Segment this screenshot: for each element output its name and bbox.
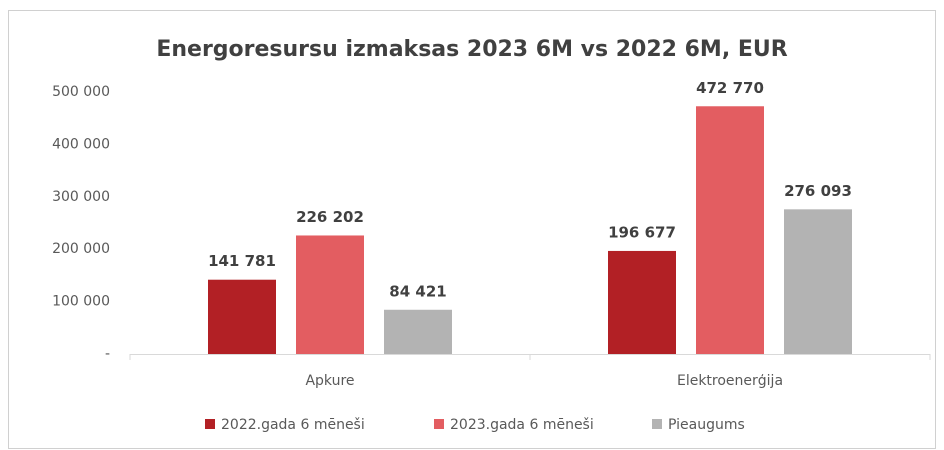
y-tick-label: 500 000 [52, 84, 110, 100]
legend-swatch [434, 419, 444, 429]
legend-label: 2022.gada 6 mēneši [221, 417, 365, 433]
x-tick-label: Elektroenerģija [677, 373, 783, 389]
chart-title: Energoresursu izmaksas 2023 6M vs 2022 6… [156, 37, 787, 62]
legend-label: Pieaugums [668, 417, 745, 433]
bar [208, 279, 276, 354]
data-label: 141 781 [208, 252, 276, 270]
y-tick-label: 400 000 [52, 136, 110, 152]
data-label: 472 770 [696, 79, 764, 97]
bar [784, 209, 852, 354]
bar [296, 235, 364, 354]
data-label: 226 202 [296, 208, 364, 226]
y-tick-label: 300 000 [52, 189, 110, 205]
bar [696, 106, 764, 354]
chart-border [8, 10, 936, 449]
y-tick-label: 200 000 [52, 241, 110, 257]
y-tick-label: - [105, 346, 110, 362]
data-label: 276 093 [784, 182, 852, 200]
data-label: 84 421 [389, 282, 446, 300]
legend-swatch [652, 419, 662, 429]
y-tick-label: 100 000 [52, 294, 110, 310]
bar [608, 250, 676, 354]
legend-swatch [205, 419, 215, 429]
legend-label: 2023.gada 6 mēneši [450, 417, 594, 433]
data-label: 196 677 [608, 223, 676, 241]
bar [384, 309, 452, 354]
x-tick-label: Apkure [305, 373, 354, 389]
